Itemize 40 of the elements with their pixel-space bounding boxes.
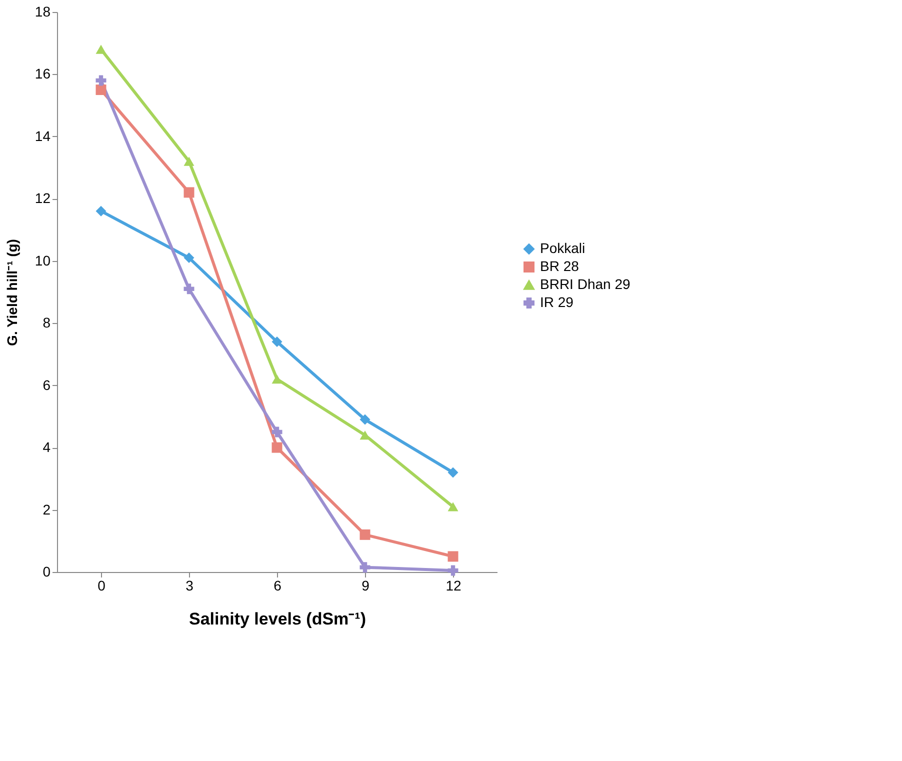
point	[96, 84, 106, 96]
y-tick-label: 4	[42, 439, 51, 456]
point	[448, 502, 458, 512]
point	[272, 442, 282, 453]
point	[272, 374, 282, 384]
x-axis-title: Salinity levels (dSm⁻¹)	[189, 610, 366, 628]
point	[184, 284, 194, 294]
y-tick-label: 8	[42, 314, 51, 331]
point	[184, 252, 194, 264]
y-tick-label: 18	[34, 4, 51, 20]
y-tick-label: 6	[42, 376, 51, 393]
legend-label: BR 28	[540, 258, 580, 274]
point	[448, 467, 458, 478]
point	[96, 44, 106, 54]
y-tick-label: 16	[34, 66, 51, 82]
point	[360, 529, 370, 540]
y-axis-title: G. Yield hill⁻¹ (g)	[4, 239, 20, 346]
legend-label: IR 29	[540, 294, 574, 310]
legend-label: Pokkali	[540, 240, 586, 256]
legend-label: BRRI Dhan 29	[540, 276, 630, 292]
point	[184, 156, 194, 166]
y-tick-label: 14	[34, 128, 51, 144]
point	[360, 562, 370, 573]
point	[272, 336, 282, 348]
point	[448, 551, 458, 562]
point	[184, 187, 194, 198]
point	[272, 426, 282, 438]
y-tick-label: 10	[34, 252, 51, 268]
x-tick-label: 6	[274, 578, 282, 594]
point	[96, 206, 106, 216]
x-tick-label: 3	[186, 578, 194, 594]
x-tick-label: 12	[446, 578, 462, 594]
y-tick-label: 12	[34, 190, 51, 206]
x-tick-label: 0	[98, 578, 106, 594]
point	[96, 75, 106, 86]
point	[360, 414, 370, 425]
x-tick-label: 9	[362, 578, 370, 594]
y-tick-label: 0	[42, 564, 51, 580]
y-tick-label: 2	[42, 501, 51, 518]
point	[448, 565, 458, 576]
